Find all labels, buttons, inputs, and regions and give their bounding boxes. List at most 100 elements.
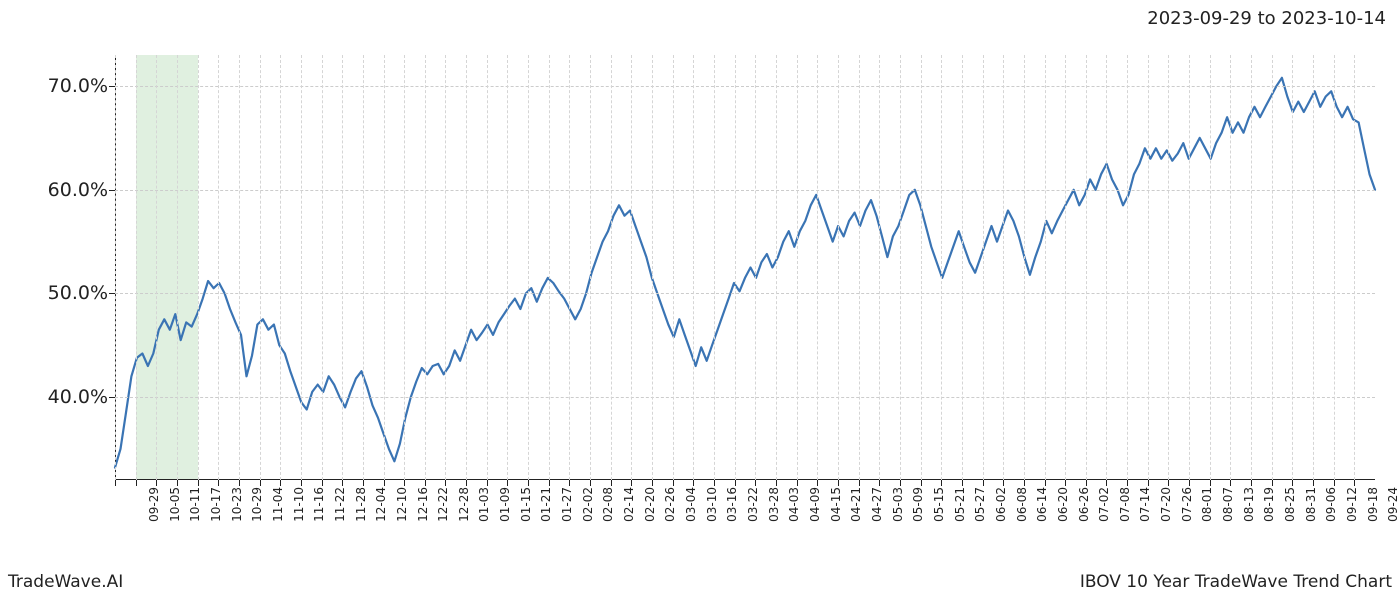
x-tick-label: 03-10 (705, 487, 719, 522)
x-tick-label: 01-09 (498, 487, 512, 522)
x-tick-label: 06-02 (994, 487, 1008, 522)
x-tick-mark (941, 480, 942, 486)
x-tick-mark (425, 480, 426, 486)
x-tick-mark (301, 480, 302, 486)
x-tick-label: 11-22 (333, 487, 347, 522)
x-tick-mark (1003, 480, 1004, 486)
x-tick-mark (1045, 480, 1046, 486)
x-tick-label: 09-24 (1386, 487, 1400, 522)
x-tick-label: 04-03 (787, 487, 801, 522)
x-gridline (941, 55, 942, 480)
x-tick-mark (838, 480, 839, 486)
x-tick-mark (342, 480, 343, 486)
x-gridline (590, 55, 591, 480)
x-tick-mark (611, 480, 612, 486)
x-tick-mark (384, 480, 385, 486)
y-tick-label: 50.0% (18, 282, 108, 304)
x-gridline (900, 55, 901, 480)
x-gridline (1086, 55, 1087, 480)
x-gridline (735, 55, 736, 480)
x-tick-mark (1106, 480, 1107, 486)
x-tick-mark (115, 480, 116, 486)
x-tick-mark (859, 480, 860, 486)
y-gridline (115, 86, 1375, 87)
x-gridline (1334, 55, 1335, 480)
x-tick-mark (1272, 480, 1273, 486)
x-tick-label: 01-03 (477, 487, 491, 522)
x-tick-label: 09-29 (147, 487, 161, 522)
x-gridline (1313, 55, 1314, 480)
x-tick-mark (1168, 480, 1169, 486)
x-tick-mark (797, 480, 798, 486)
x-gridline (859, 55, 860, 480)
x-tick-mark (673, 480, 674, 486)
date-range-label: 2023-09-29 to 2023-10-14 (1147, 8, 1386, 29)
x-gridline (487, 55, 488, 480)
x-tick-mark (549, 480, 550, 486)
x-tick-label: 07-02 (1097, 487, 1111, 522)
x-tick-mark (280, 480, 281, 486)
x-gridline (569, 55, 570, 480)
x-tick-label: 10-11 (188, 487, 202, 522)
x-tick-label: 02-26 (663, 487, 677, 522)
x-tick-label: 10-29 (250, 487, 264, 522)
x-tick-mark (177, 480, 178, 486)
x-tick-label: 04-21 (849, 487, 863, 522)
x-gridline (239, 55, 240, 480)
x-gridline (363, 55, 364, 480)
x-gridline (1148, 55, 1149, 480)
x-gridline (879, 55, 880, 480)
x-tick-mark (445, 480, 446, 486)
x-gridline (1003, 55, 1004, 480)
x-gridline (611, 55, 612, 480)
x-tick-label: 05-21 (952, 487, 966, 522)
x-gridline (838, 55, 839, 480)
x-tick-label: 06-20 (1056, 487, 1070, 522)
x-gridline (1024, 55, 1025, 480)
x-tick-mark (1024, 480, 1025, 486)
x-tick-mark (156, 480, 157, 486)
x-tick-label: 12-16 (415, 487, 429, 522)
x-tick-mark (1065, 480, 1066, 486)
x-tick-mark (1148, 480, 1149, 486)
x-tick-mark (735, 480, 736, 486)
x-gridline (797, 55, 798, 480)
x-gridline (280, 55, 281, 480)
x-tick-label: 03-16 (725, 487, 739, 522)
brand-label: TradeWave.AI (8, 572, 123, 592)
x-gridline (301, 55, 302, 480)
x-gridline (1230, 55, 1231, 480)
x-tick-mark (693, 480, 694, 486)
x-tick-label: 06-14 (1035, 487, 1049, 522)
x-gridline (1127, 55, 1128, 480)
x-gridline (156, 55, 157, 480)
x-gridline (260, 55, 261, 480)
x-tick-label: 09-06 (1324, 487, 1338, 522)
x-tick-mark (363, 480, 364, 486)
x-gridline (776, 55, 777, 480)
x-gridline (136, 55, 137, 480)
x-tick-mark (218, 480, 219, 486)
x-gridline (1045, 55, 1046, 480)
x-tick-label: 10-05 (168, 487, 182, 522)
x-tick-mark (962, 480, 963, 486)
x-tick-mark (260, 480, 261, 486)
x-tick-label: 10-23 (229, 487, 243, 522)
x-tick-mark (136, 480, 137, 486)
x-tick-mark (879, 480, 880, 486)
x-gridline (673, 55, 674, 480)
x-tick-mark (528, 480, 529, 486)
x-tick-label: 05-03 (890, 487, 904, 522)
x-tick-label: 07-20 (1159, 487, 1173, 522)
x-tick-label: 11-16 (312, 487, 326, 522)
x-tick-label: 05-15 (932, 487, 946, 522)
x-gridline (507, 55, 508, 480)
x-tick-mark (322, 480, 323, 486)
x-tick-label: 02-02 (581, 487, 595, 522)
x-gridline (1168, 55, 1169, 480)
x-tick-mark (776, 480, 777, 486)
x-gridline (755, 55, 756, 480)
x-tick-mark (1210, 480, 1211, 486)
x-tick-label: 01-21 (539, 487, 553, 522)
x-tick-mark (652, 480, 653, 486)
